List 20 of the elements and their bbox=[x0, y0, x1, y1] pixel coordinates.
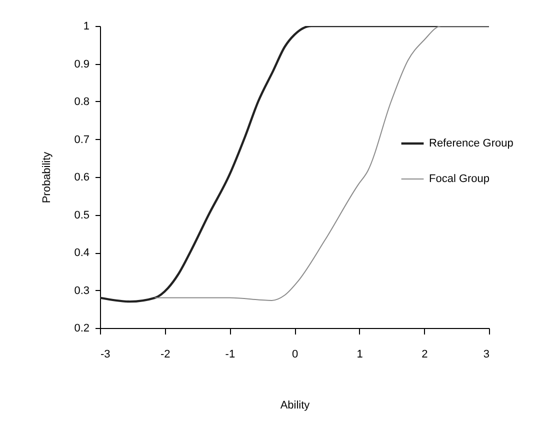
x-tick-label: 1 bbox=[356, 348, 363, 360]
y-tick-label: 0.4 bbox=[74, 247, 90, 259]
x-axis-title: Ability bbox=[280, 400, 310, 412]
y-tick-label: 0.2 bbox=[74, 322, 90, 334]
x-tick-label: -1 bbox=[225, 348, 236, 360]
legend-label: Focal Group bbox=[429, 173, 490, 185]
legend-label: Reference Group bbox=[429, 138, 514, 150]
x-tick-label: -3 bbox=[100, 348, 110, 360]
y-axis-title: Probability bbox=[41, 151, 54, 204]
y-tick-label: 0.8 bbox=[74, 96, 90, 108]
y-tick-label: 0.6 bbox=[74, 172, 90, 184]
y-tick-label: 0.9 bbox=[74, 58, 90, 70]
x-tick-label: 2 bbox=[422, 348, 428, 360]
y-tick-label: 0.7 bbox=[74, 134, 90, 146]
x-tick-label: 0 bbox=[292, 348, 298, 360]
y-tick-label: 0.5 bbox=[74, 209, 90, 222]
x-tick-label: -2 bbox=[160, 348, 170, 360]
y-tick-label: 0.3 bbox=[74, 284, 90, 297]
x-tick-label: 3 bbox=[483, 348, 490, 360]
y-tick-label: 1 bbox=[83, 20, 90, 32]
